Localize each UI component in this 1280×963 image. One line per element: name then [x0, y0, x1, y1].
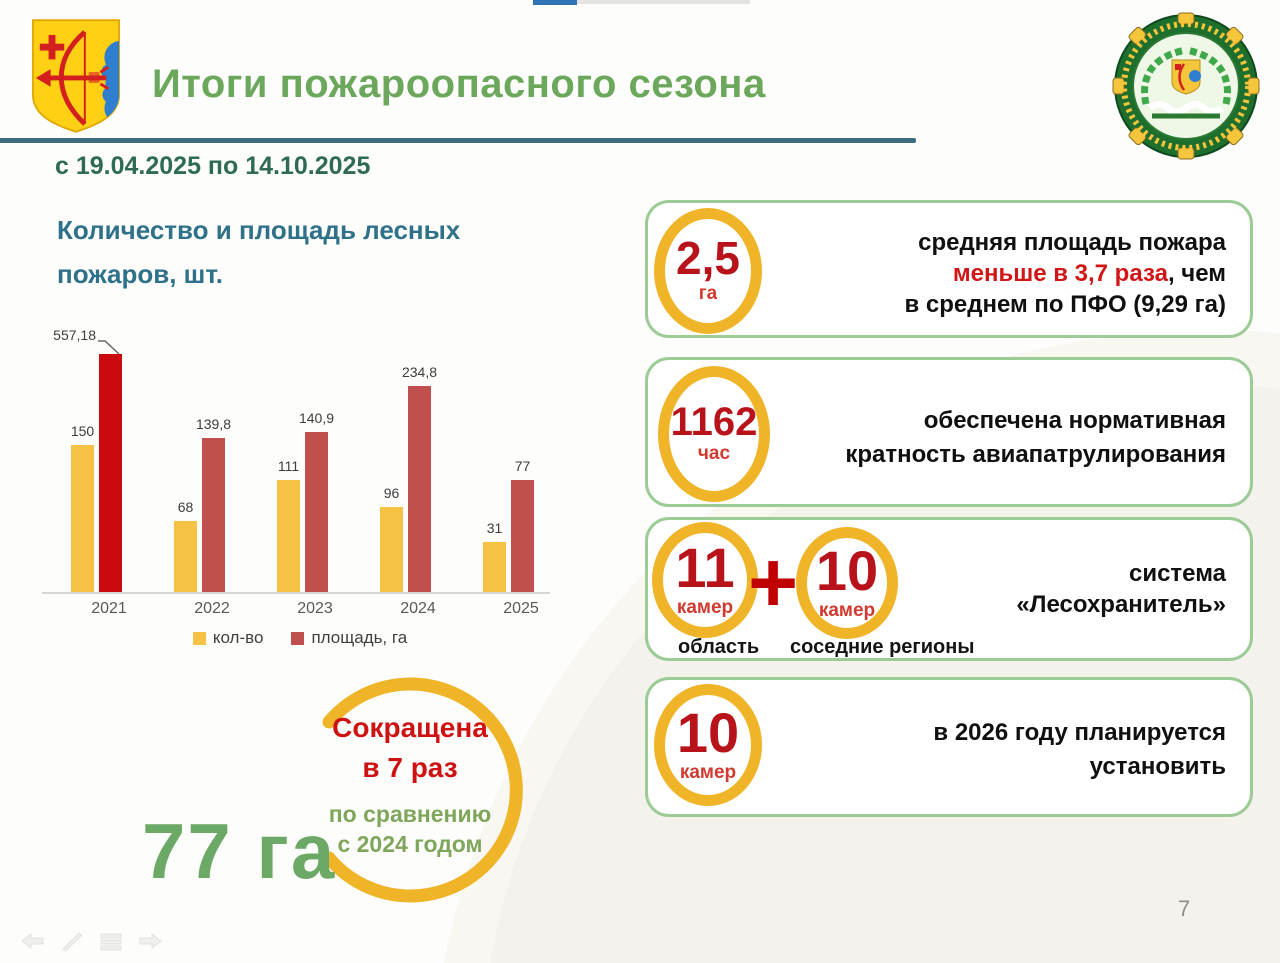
top-accent-gray-bar — [577, 0, 750, 4]
pen-icon[interactable] — [59, 930, 85, 952]
bar-area-2023 — [305, 432, 328, 592]
bar-label-count-2022: 68 — [177, 499, 194, 515]
bar-area-2021 — [99, 354, 122, 592]
card-text-camera-system: система «Лесохранитель» — [1016, 560, 1226, 618]
card-text-planned: в 2026 году планируется установить — [933, 719, 1226, 780]
burned-area-total: 77 га — [142, 807, 337, 895]
card-text-average-area: средняя площадь пожара меньше в 3,7 раза… — [904, 229, 1226, 318]
caption-neighbor-regions: соседние регионы — [790, 636, 975, 658]
bar-label-area-2023: 140,9 — [298, 410, 335, 426]
bar-label-area-2022: 139,8 — [195, 416, 232, 432]
card-text-aviation: обеспечена нормативная кратность авиапат… — [845, 407, 1226, 468]
legend-item-count: кол-во — [192, 628, 264, 648]
emphasis-red-text: меньше в 3,7 раза — [952, 260, 1168, 287]
previous-slide-icon[interactable] — [20, 930, 46, 952]
bar-chart: 150 557,18 2021 68 139,8 2022 111 140,9 2023 96 23… — [40, 327, 560, 617]
stat-circle-aviation-hours: 1162 час — [658, 366, 770, 502]
presentation-toolbar — [20, 930, 163, 952]
top-accent-blue-bar — [533, 0, 577, 5]
axis-label-2024: 2024 — [400, 600, 436, 617]
stat-unit: га — [698, 282, 718, 304]
slides-menu-icon[interactable] — [98, 930, 124, 952]
stat-value: 10 — [676, 701, 740, 765]
reduction-line-2: в 7 раз — [362, 752, 458, 783]
wreath-right — [1185, 46, 1231, 105]
stat-unit: камер — [818, 599, 876, 621]
bar-label-count-2021: 150 — [70, 423, 95, 439]
chart-title: Количество и площадь лесных пожаров, шт. — [57, 215, 461, 289]
bar-count-2022 — [174, 521, 197, 592]
stat-circle-planned-cameras: 10 камер — [654, 684, 762, 806]
plus-sign: + — [748, 535, 799, 631]
card-aviation-patrol: 1162 час обеспечена нормативная кратност… — [645, 357, 1253, 507]
bar-label-area-2024: 234,8 — [401, 364, 438, 380]
label-leader-line — [98, 340, 120, 355]
report-period: с 19.04.2025 по 14.10.2025 — [55, 152, 371, 180]
bar-area-2025 — [511, 480, 534, 592]
stat-value: 10 — [815, 539, 879, 603]
legend-label-area: площадь, га — [311, 628, 408, 647]
bar-count-2021 — [71, 445, 94, 592]
emblem-wave — [1147, 101, 1225, 115]
card-average-fire-area: 2,5 га средняя площадь пожара меньше в 3… — [645, 200, 1253, 338]
legend-swatch-area — [291, 631, 305, 645]
chart-x-axis — [42, 592, 550, 594]
reduction-ring-icon — [322, 677, 523, 903]
bar-count-2023 — [277, 480, 300, 592]
caption-region: область — [678, 636, 760, 658]
stat-value: 2,5 — [676, 232, 740, 285]
bar-area-2022 — [202, 438, 225, 592]
axis-label-2021: 2021 — [91, 600, 127, 617]
axis-label-2022: 2022 — [194, 600, 230, 617]
legend-swatch-count — [192, 631, 206, 645]
chart-legend: кол-во площадь, га — [40, 628, 560, 648]
slide-title: Итоги пожароопасного сезона — [152, 62, 766, 106]
stat-unit: камер — [679, 761, 737, 783]
stat-value: 1162 — [670, 400, 758, 444]
legend-label-count: кол-во — [212, 628, 264, 647]
bar-count-2025 — [483, 542, 506, 592]
stat-unit: камер — [676, 596, 734, 618]
emblem-lettering-ring — [1121, 21, 1251, 151]
card-planned-cameras: 10 камер в 2026 году планируется установ… — [645, 677, 1253, 817]
stat-unit: час — [697, 443, 731, 464]
ministry-emblem-icon — [1112, 12, 1260, 160]
bar-label-count-2025: 31 — [486, 520, 503, 536]
stat-circle-average-area: 2,5 га — [654, 208, 762, 334]
bar-area-2024 — [408, 386, 431, 592]
axis-label-2025: 2025 — [503, 600, 539, 617]
legend-item-area: площадь, га — [291, 628, 407, 648]
reduction-compare-line-2: с 2024 годом — [337, 831, 483, 857]
stat-circle-neighbor-cameras: 10 камер — [796, 527, 898, 639]
reduction-line-1: Сокращена — [332, 712, 488, 743]
page-number: 7 — [1178, 896, 1191, 921]
axis-label-2023: 2023 — [297, 600, 333, 617]
next-slide-icon[interactable] — [137, 930, 163, 952]
bar-label-count-2023: 111 — [277, 458, 300, 474]
cross-shape — [39, 34, 65, 60]
card-camera-system: 11 камер + 10 камер область соседние рег… — [645, 517, 1253, 661]
bar-label-area-2021: 557,18 — [53, 327, 96, 343]
header-divider — [0, 138, 916, 143]
bar-count-2024 — [380, 507, 403, 592]
wreath-left — [1141, 46, 1187, 105]
kirov-coat-of-arms-icon — [31, 19, 121, 133]
reduction-compare-line-1: по сравнению — [328, 801, 492, 827]
bar-label-count-2024: 96 — [383, 485, 400, 501]
stat-circle-region-cameras: 11 камер — [652, 522, 758, 638]
stat-value: 11 — [675, 536, 735, 600]
bar-label-area-2025: 77 — [514, 458, 531, 474]
